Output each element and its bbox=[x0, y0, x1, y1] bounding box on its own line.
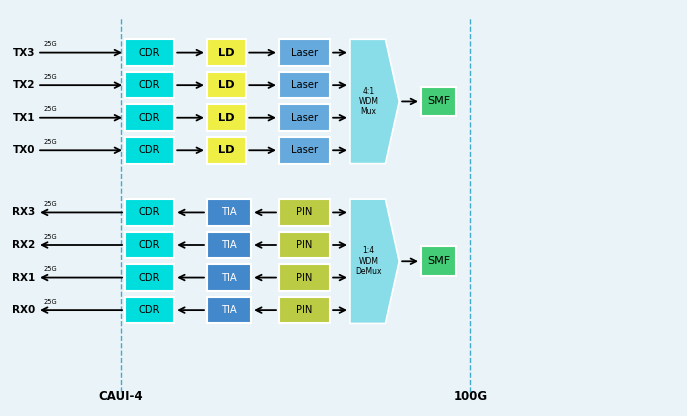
Text: CDR: CDR bbox=[139, 240, 160, 250]
Text: TIA: TIA bbox=[221, 208, 237, 218]
FancyBboxPatch shape bbox=[207, 72, 247, 99]
FancyBboxPatch shape bbox=[279, 232, 330, 258]
Text: Laser: Laser bbox=[291, 80, 318, 90]
Text: 1:4
WDM
DeMux: 1:4 WDM DeMux bbox=[355, 246, 382, 276]
Text: 25G: 25G bbox=[43, 41, 57, 47]
Text: CDR: CDR bbox=[139, 47, 160, 57]
FancyBboxPatch shape bbox=[279, 264, 330, 291]
Text: 100G: 100G bbox=[453, 390, 487, 404]
FancyBboxPatch shape bbox=[279, 199, 330, 226]
FancyBboxPatch shape bbox=[125, 297, 174, 323]
Text: TIA: TIA bbox=[221, 305, 237, 315]
Polygon shape bbox=[350, 199, 399, 323]
Text: 25G: 25G bbox=[43, 233, 57, 240]
Text: Laser: Laser bbox=[291, 113, 318, 123]
FancyBboxPatch shape bbox=[125, 199, 174, 226]
FancyBboxPatch shape bbox=[125, 104, 174, 131]
FancyBboxPatch shape bbox=[125, 232, 174, 258]
Text: LD: LD bbox=[218, 80, 235, 90]
FancyBboxPatch shape bbox=[207, 137, 247, 163]
Text: CDR: CDR bbox=[139, 145, 160, 155]
Text: CDR: CDR bbox=[139, 272, 160, 282]
FancyBboxPatch shape bbox=[125, 137, 174, 163]
Text: TX2: TX2 bbox=[12, 80, 35, 90]
Text: LD: LD bbox=[218, 47, 235, 57]
Text: SMF: SMF bbox=[427, 256, 450, 266]
Text: LD: LD bbox=[218, 145, 235, 155]
FancyBboxPatch shape bbox=[279, 72, 330, 99]
Text: TIA: TIA bbox=[221, 272, 237, 282]
Text: PIN: PIN bbox=[296, 272, 313, 282]
Text: PIN: PIN bbox=[296, 208, 313, 218]
Polygon shape bbox=[350, 39, 399, 163]
Text: TX0: TX0 bbox=[12, 145, 35, 155]
Text: Laser: Laser bbox=[291, 47, 318, 57]
Text: PIN: PIN bbox=[296, 240, 313, 250]
Text: RX2: RX2 bbox=[12, 240, 36, 250]
Text: RX3: RX3 bbox=[12, 208, 36, 218]
FancyBboxPatch shape bbox=[279, 39, 330, 66]
Text: 25G: 25G bbox=[43, 74, 57, 80]
Text: 4:1
WDM
Mux: 4:1 WDM Mux bbox=[359, 87, 379, 116]
Text: LD: LD bbox=[218, 113, 235, 123]
Text: CAUI-4: CAUI-4 bbox=[99, 390, 144, 404]
FancyBboxPatch shape bbox=[421, 87, 456, 116]
Text: 25G: 25G bbox=[43, 139, 57, 145]
Text: TX3: TX3 bbox=[12, 47, 35, 57]
Text: CDR: CDR bbox=[139, 305, 160, 315]
Text: RX1: RX1 bbox=[12, 272, 36, 282]
FancyBboxPatch shape bbox=[207, 297, 251, 323]
Text: TX1: TX1 bbox=[12, 113, 35, 123]
Text: CDR: CDR bbox=[139, 80, 160, 90]
Text: PIN: PIN bbox=[296, 305, 313, 315]
Text: TIA: TIA bbox=[221, 240, 237, 250]
FancyBboxPatch shape bbox=[125, 264, 174, 291]
Text: Laser: Laser bbox=[291, 145, 318, 155]
Text: 25G: 25G bbox=[43, 106, 57, 112]
Text: 25G: 25G bbox=[43, 266, 57, 272]
FancyBboxPatch shape bbox=[207, 199, 251, 226]
FancyBboxPatch shape bbox=[125, 39, 174, 66]
FancyBboxPatch shape bbox=[207, 264, 251, 291]
Text: 25G: 25G bbox=[43, 299, 57, 305]
Text: CDR: CDR bbox=[139, 208, 160, 218]
FancyBboxPatch shape bbox=[125, 72, 174, 99]
Text: CDR: CDR bbox=[139, 113, 160, 123]
FancyBboxPatch shape bbox=[279, 104, 330, 131]
FancyBboxPatch shape bbox=[279, 297, 330, 323]
FancyBboxPatch shape bbox=[421, 246, 456, 276]
Text: RX0: RX0 bbox=[12, 305, 36, 315]
FancyBboxPatch shape bbox=[279, 137, 330, 163]
Text: SMF: SMF bbox=[427, 97, 450, 106]
FancyBboxPatch shape bbox=[207, 104, 247, 131]
Text: 25G: 25G bbox=[43, 201, 57, 207]
FancyBboxPatch shape bbox=[207, 232, 251, 258]
FancyBboxPatch shape bbox=[207, 39, 247, 66]
